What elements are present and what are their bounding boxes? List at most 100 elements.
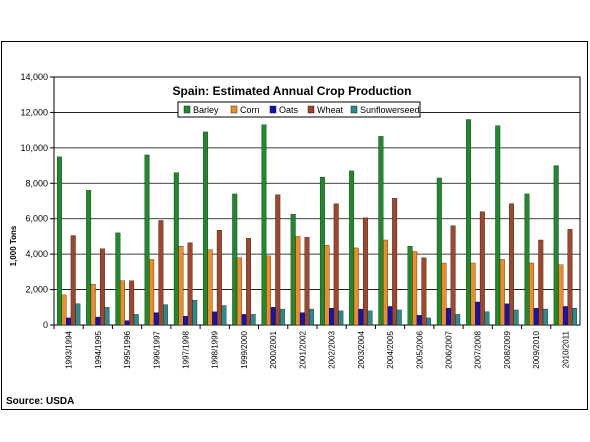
bar-chart: 02,0004,0006,0008,00010,00012,00014,000 … xyxy=(9,72,581,369)
bar-wheat xyxy=(362,217,368,326)
bar-barley xyxy=(524,193,530,326)
bar-barley xyxy=(115,232,121,326)
bar-oats xyxy=(475,301,481,326)
bar-wheat xyxy=(392,198,398,326)
bar-sunflowerseed xyxy=(309,308,315,326)
legend-swatch-sunflowerseed xyxy=(350,105,358,114)
x-tick-label: 1998/1999 xyxy=(211,330,220,368)
x-tick-label: 1997/1998 xyxy=(182,330,191,368)
bar-sunflowerseed xyxy=(250,314,256,326)
bar-barley xyxy=(173,172,179,326)
x-tick-label: 2000/2001 xyxy=(269,330,278,368)
x-tick-label: 1993/1994 xyxy=(65,330,74,368)
bar-oats xyxy=(183,315,188,326)
bar-oats xyxy=(270,307,276,326)
bar-corn xyxy=(383,239,388,326)
bar-corn xyxy=(499,259,505,326)
x-tick-label: 2004/2005 xyxy=(386,330,395,368)
y-axis-label: 1,000 Tons xyxy=(9,225,18,266)
y-tick-label: 2,000 xyxy=(25,285,48,295)
x-tick-label: 2002/2003 xyxy=(328,330,337,368)
source-note: Source: USDA xyxy=(6,396,75,407)
y-tick-label: 4,000 xyxy=(25,249,48,259)
bar-corn xyxy=(178,246,184,326)
bar-oats xyxy=(153,312,159,326)
bars xyxy=(56,119,578,326)
bar-sunflowerseed xyxy=(133,314,139,326)
bar-corn xyxy=(529,262,535,326)
bar-wheat xyxy=(216,230,222,326)
bar-oats xyxy=(562,306,568,326)
bar-wheat xyxy=(450,225,456,326)
bar-sunflowerseed xyxy=(396,309,402,326)
bar-barley xyxy=(290,214,296,326)
legend-swatch-barley xyxy=(183,105,191,114)
bar-barley xyxy=(232,193,238,326)
bar-wheat xyxy=(129,280,135,326)
grid-lines xyxy=(50,76,581,329)
bar-oats xyxy=(299,312,305,326)
x-tick-labels: 1993/1994 1994/1995 1995/1996 1996/1997 1997… xyxy=(65,330,571,368)
x-tick-label: 2006/2007 xyxy=(445,330,454,368)
legend-box xyxy=(177,101,421,118)
bar-sunflowerseed xyxy=(572,308,578,326)
bar-barley xyxy=(203,131,208,326)
bar-sunflowerseed xyxy=(513,309,519,326)
bar-oats xyxy=(241,314,247,326)
bar-oats xyxy=(504,303,510,326)
bar-barley xyxy=(466,119,471,326)
bar-barley xyxy=(319,176,325,326)
bar-wheat xyxy=(567,229,573,326)
plot-area xyxy=(53,76,581,326)
bar-corn xyxy=(353,247,359,326)
bar-wheat xyxy=(304,237,310,326)
bar-wheat xyxy=(421,257,427,326)
bar-barley xyxy=(407,246,413,326)
y-tick-label: 10,000 xyxy=(20,143,48,153)
bar-oats xyxy=(95,316,101,326)
bar-sunflowerseed xyxy=(221,305,227,326)
bar-corn xyxy=(558,264,564,326)
bar-corn xyxy=(266,255,272,326)
bar-corn xyxy=(149,259,155,326)
x-tick-label: 2001/2002 xyxy=(298,330,307,368)
legend-swatch-wheat xyxy=(307,105,315,114)
bar-sunflowerseed xyxy=(279,308,285,326)
bar-barley xyxy=(378,136,384,326)
x-tick-label: 2007/2008 xyxy=(474,330,483,368)
legend: Barley Corn Oats Wheat Sunflowerseed xyxy=(177,101,421,118)
bar-sunflowerseed xyxy=(75,303,81,326)
bar-corn xyxy=(470,262,476,326)
y-tick-label: 0 xyxy=(43,320,48,330)
legend-label-wheat: Wheat xyxy=(317,105,344,115)
x-tick-label: 1995/1996 xyxy=(123,330,132,368)
x-tick-label: 2010/2011 xyxy=(561,330,570,368)
bar-sunflowerseed xyxy=(367,310,373,326)
legend-label-sunflowerseed: Sunflowerseed xyxy=(360,105,420,115)
x-tick-label: 2005/2006 xyxy=(415,330,424,368)
bar-oats xyxy=(124,320,130,326)
x-tick-label: 1999/2000 xyxy=(240,330,249,368)
legend-label-oats: Oats xyxy=(279,105,299,115)
bar-barley xyxy=(144,154,150,326)
bar-wheat xyxy=(70,235,76,326)
bar-oats xyxy=(533,308,539,326)
bar-corn xyxy=(236,257,242,326)
bar-oats xyxy=(329,308,335,326)
bar-sunflowerseed xyxy=(104,307,110,326)
bar-oats xyxy=(66,317,72,326)
bar-wheat xyxy=(246,238,251,326)
bar-corn xyxy=(412,251,418,326)
bar-oats xyxy=(212,311,218,326)
x-tick-label: 2003/2004 xyxy=(357,330,366,368)
bar-corn xyxy=(441,262,447,326)
bar-barley xyxy=(56,156,62,326)
chart-frame: 0 2,000 4,000 6,000 8,000 10,000 12,000 14,000 … xyxy=(1,41,588,410)
bar-sunflowerseed xyxy=(426,317,431,326)
bar-wheat xyxy=(333,203,339,326)
bar-oats xyxy=(358,308,364,326)
bar-wheat xyxy=(187,242,193,326)
legend-label-barley: Barley xyxy=(193,105,219,115)
legend-swatch-corn xyxy=(230,105,238,114)
bar-barley xyxy=(261,124,267,326)
